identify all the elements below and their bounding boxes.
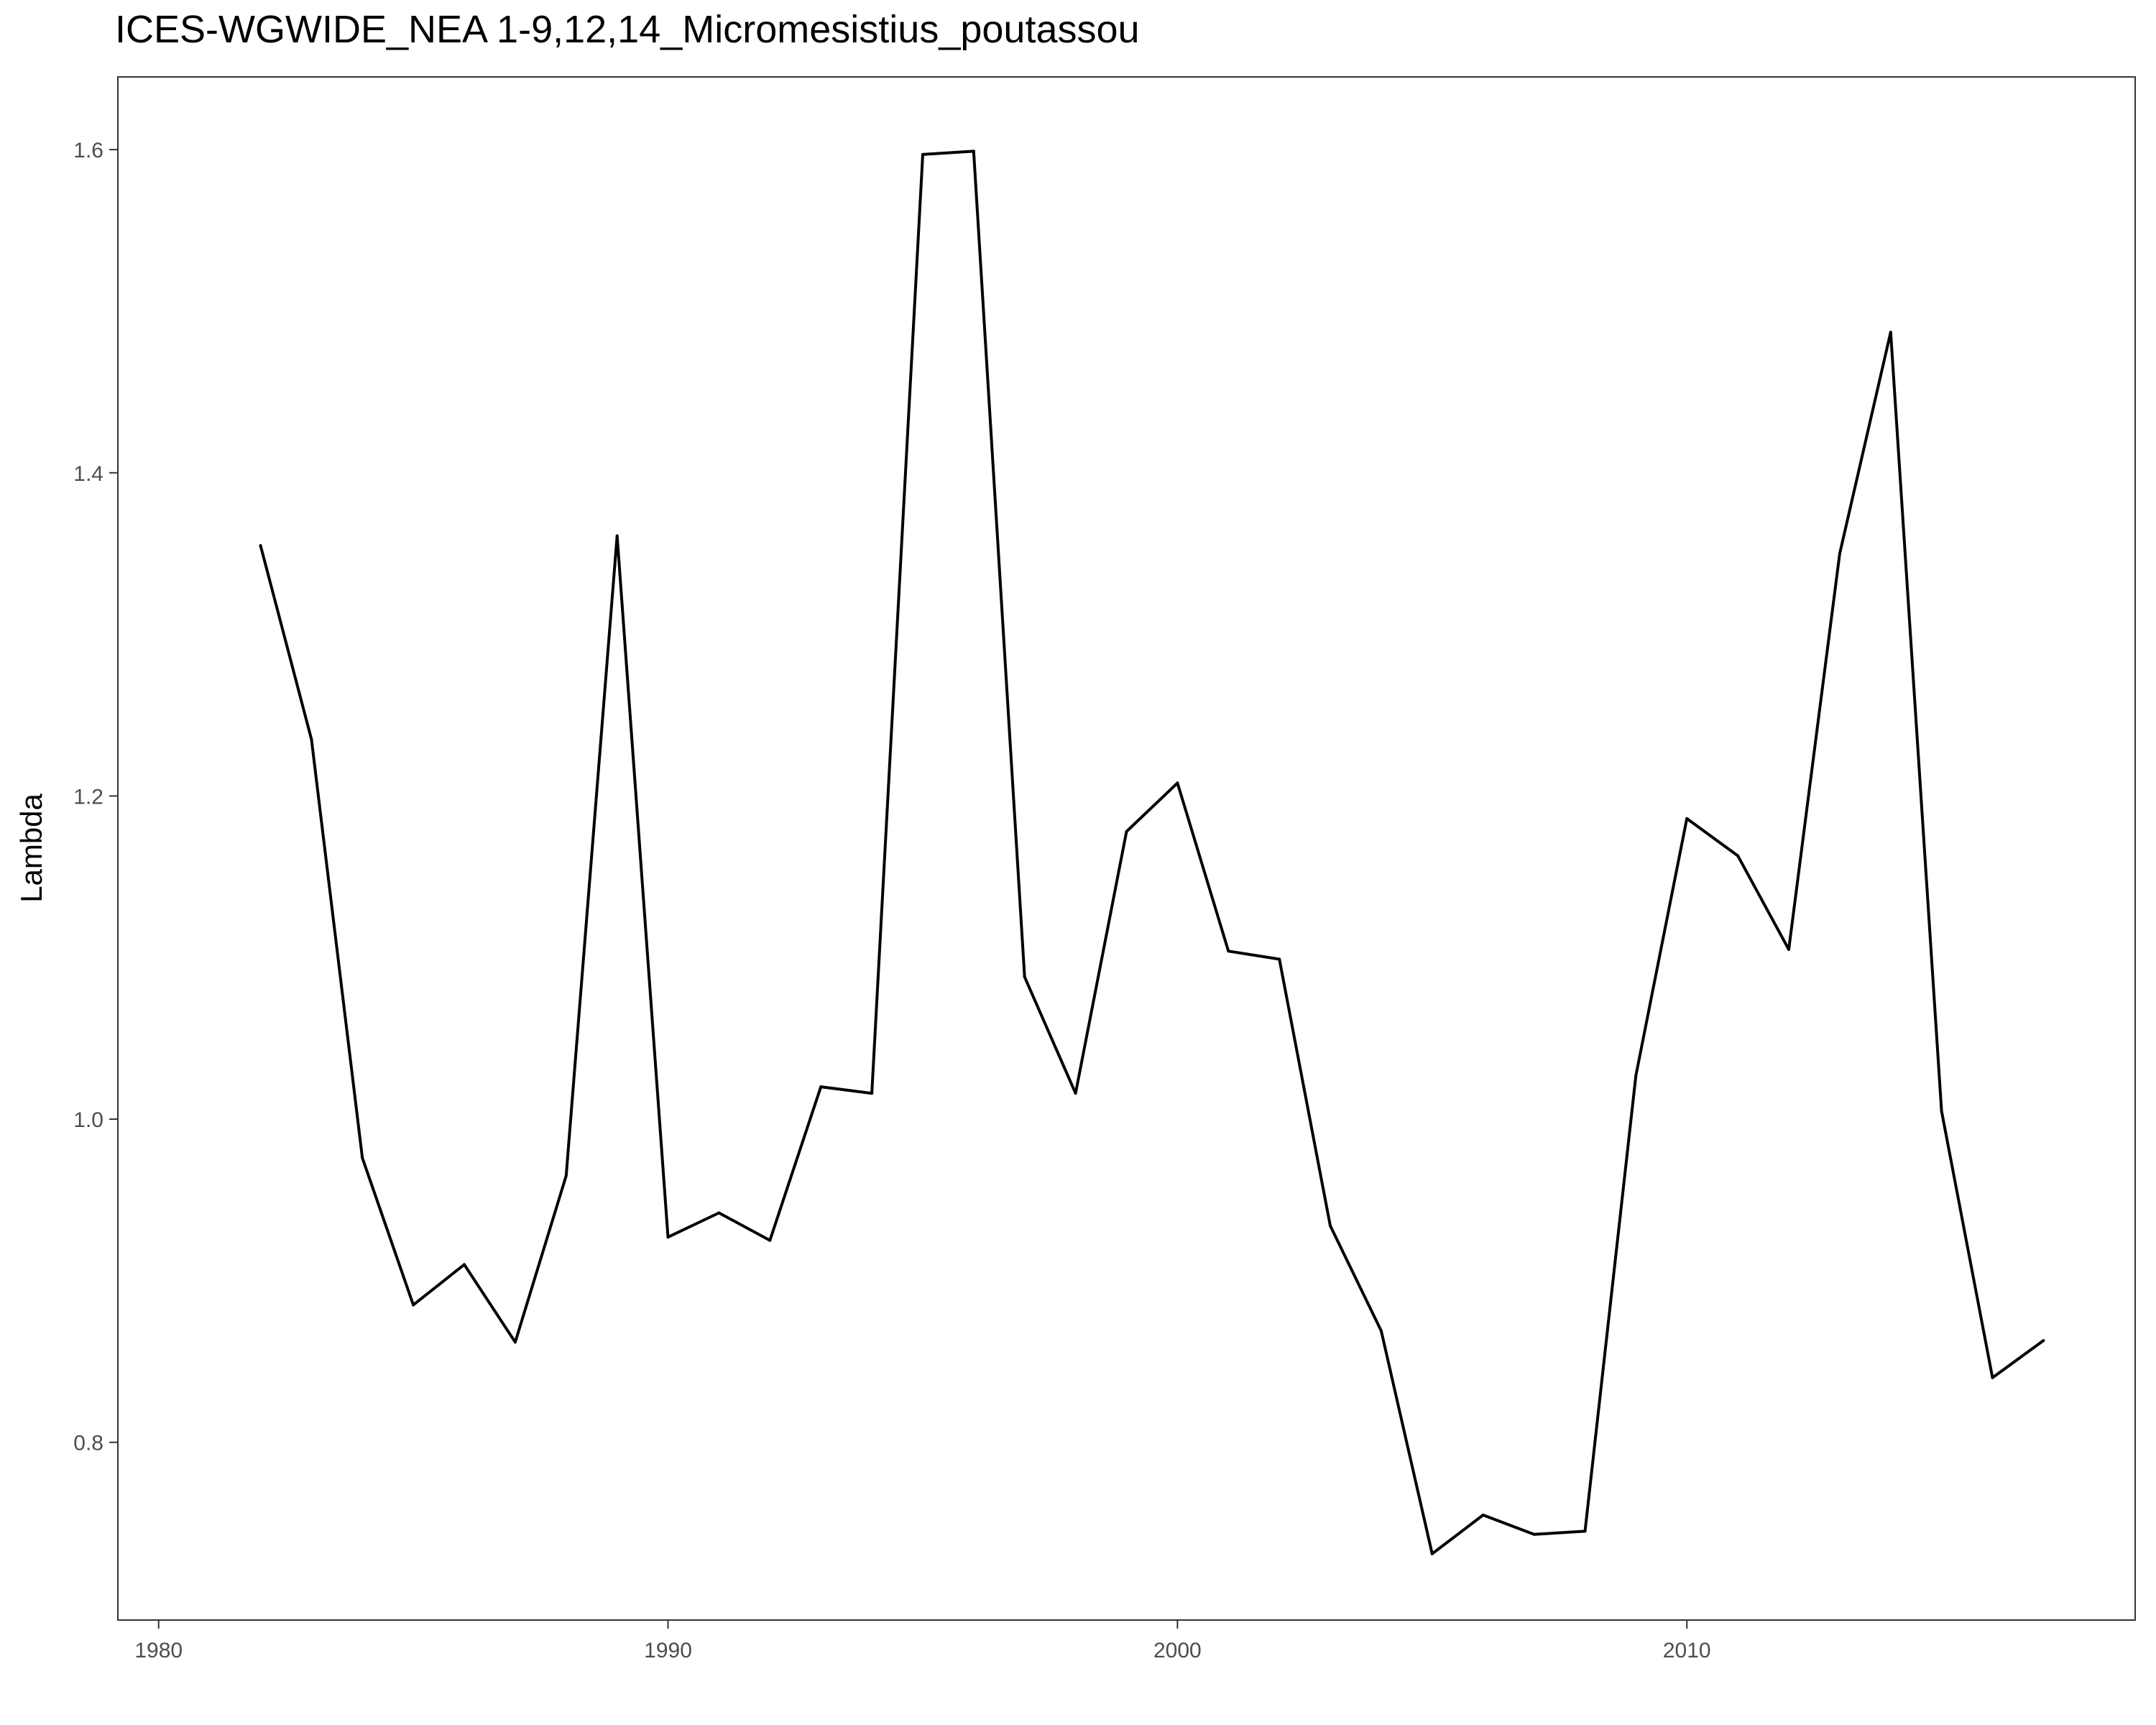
data-point [1532,1532,1536,1536]
x-tick-label: 1980 [134,1639,183,1662]
x-tick-label: 2000 [1153,1639,1202,1662]
y-tick-label: 1.6 [73,139,103,162]
chart-title: ICES-WGWIDE_NEA 1-9,12,14_Micromesistius… [115,8,1140,51]
data-point [2042,1339,2045,1343]
plot-panel [117,76,2136,1621]
data-point [1430,1552,1434,1555]
data-point [564,1174,568,1177]
data-point [1481,1513,1485,1517]
data-point [463,1263,466,1266]
data-point [1991,1376,1994,1379]
data-point [1329,1224,1332,1228]
data-point [1736,854,1740,857]
data-point [1940,1109,1943,1113]
data-point [615,534,619,538]
data-point [361,1156,364,1159]
data-point [921,152,924,156]
data-point [1838,552,1841,556]
data-point [1023,975,1026,979]
x-axis: 1980 1990 2000 2010 [134,1620,1711,1662]
data-point [972,150,975,153]
data-point [1685,816,1689,820]
y-tick-label: 1.0 [73,1108,103,1132]
data-point [259,544,262,547]
data-point [1125,829,1128,833]
data-point [666,1236,670,1239]
y-tick-label: 1.4 [73,462,103,486]
data-point [1787,948,1790,951]
data-point [1227,949,1230,953]
data-point [717,1211,721,1215]
data-point [1074,1092,1077,1095]
data-point [1278,957,1281,961]
data-point [1379,1329,1383,1333]
x-tick-label: 1990 [644,1639,692,1662]
data-point [870,1092,874,1095]
y-axis: 0.8 1.0 1.2 1.4 1.6 [73,139,118,1455]
y-tick-label: 0.8 [73,1432,103,1455]
y-axis-title: Lambda [14,793,48,902]
series-line-lambda [259,150,2045,1555]
data-point [1634,1074,1638,1077]
data-point [513,1340,517,1344]
data-point [1889,331,1892,334]
data-points [259,150,2045,1555]
data-point [310,737,313,741]
y-tick-label: 1.2 [73,785,103,809]
data-point [768,1238,772,1242]
data-point [1583,1530,1587,1533]
data-point [412,1303,415,1307]
data-point [819,1085,823,1089]
data-point [1176,781,1179,785]
x-tick-label: 2010 [1663,1639,1711,1662]
